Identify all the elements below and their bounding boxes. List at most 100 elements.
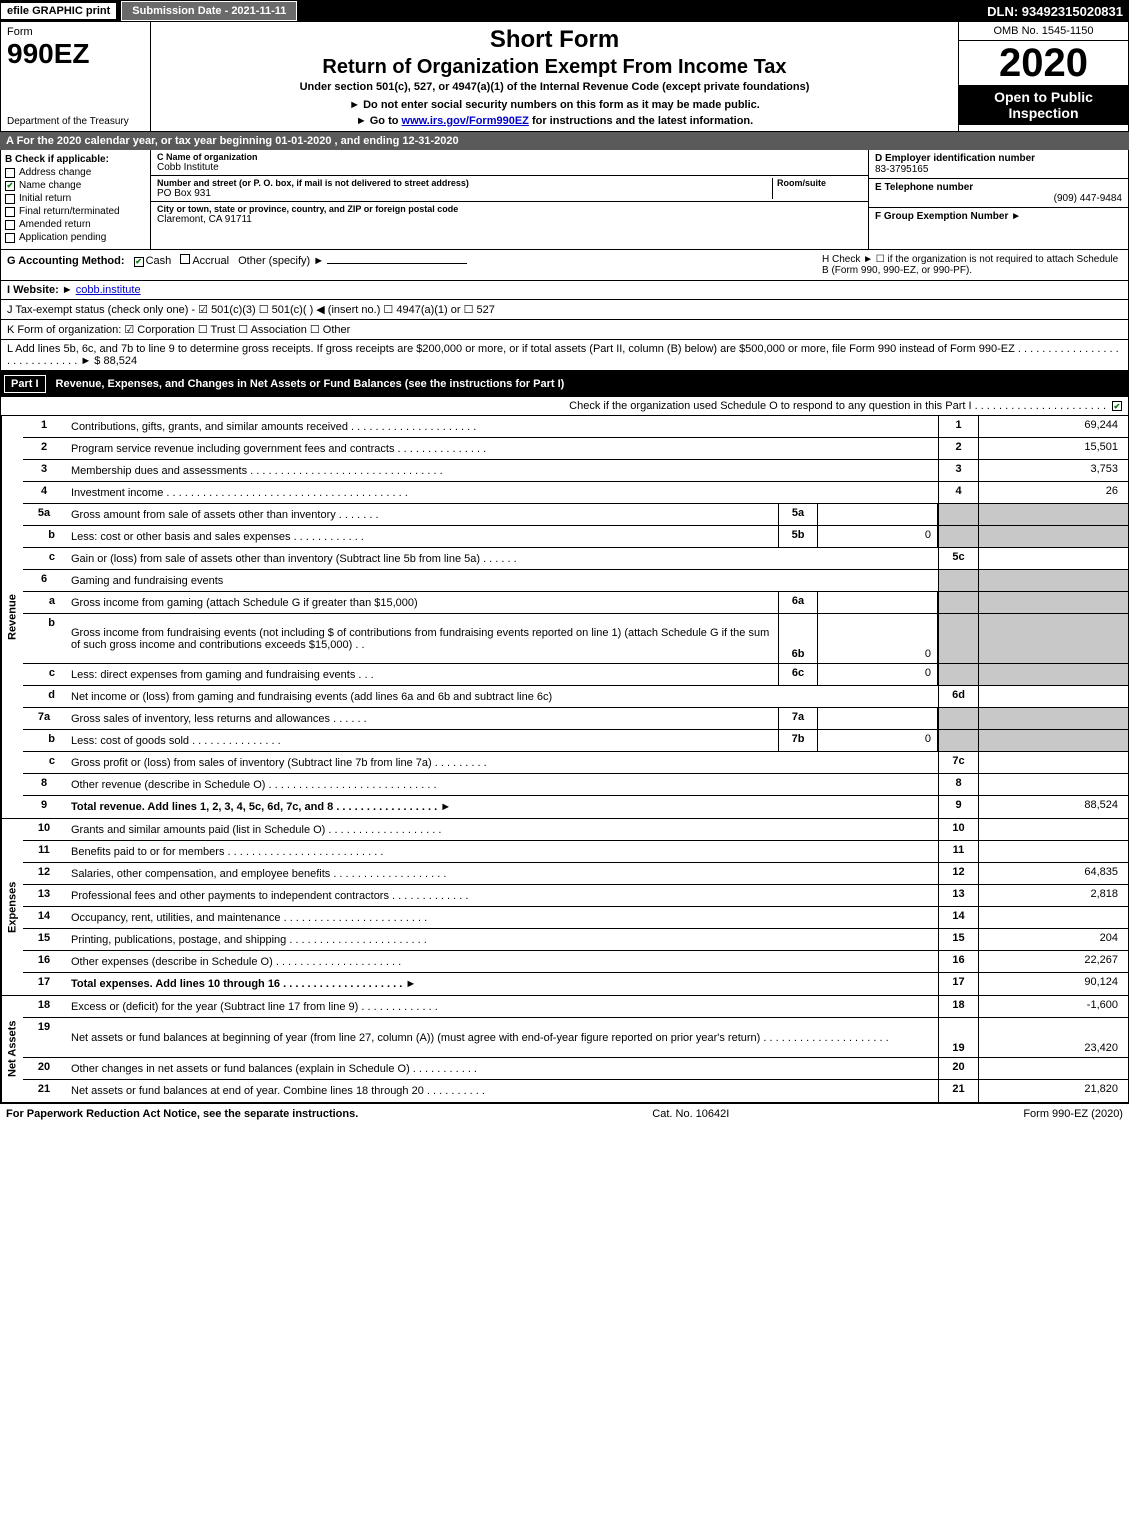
g5a	[938, 504, 978, 525]
d5a: Gross amount from sale of assets other t…	[65, 504, 778, 525]
part-1-header: Part I Revenue, Expenses, and Changes in…	[0, 371, 1129, 397]
part-1-title: Revenue, Expenses, and Changes in Net As…	[56, 378, 565, 390]
rv12: 64,835	[978, 863, 1128, 884]
g6b	[938, 614, 978, 663]
d4: Investment income . . . . . . . . . . . …	[65, 482, 938, 503]
rv1: 69,244	[978, 416, 1128, 437]
n11: 11	[23, 841, 65, 862]
b-title: B Check if applicable:	[5, 154, 146, 165]
rv7c	[978, 752, 1128, 773]
h-text: H Check ► ☐ if the organization is not r…	[822, 254, 1122, 276]
d12: Salaries, other compensation, and employ…	[65, 863, 938, 884]
mv7a	[818, 708, 938, 729]
n8: 8	[23, 774, 65, 795]
chk-final-return[interactable]	[5, 207, 15, 217]
d5c: Gain or (loss) from sale of assets other…	[65, 548, 938, 569]
chk-cash[interactable]	[134, 257, 144, 267]
chk-amended[interactable]	[5, 220, 15, 230]
rv20	[978, 1058, 1128, 1079]
chk-initial-return[interactable]	[5, 194, 15, 204]
d3: Membership dues and assessments . . . . …	[65, 460, 938, 481]
mn5a: 5a	[778, 504, 818, 525]
rn6d: 6d	[938, 686, 978, 707]
d7a: Gross sales of inventory, less returns a…	[65, 708, 778, 729]
gv5a	[978, 504, 1128, 525]
rn7c: 7c	[938, 752, 978, 773]
d19: Net assets or fund balances at beginning…	[65, 1018, 938, 1057]
d16: Other expenses (describe in Schedule O) …	[65, 951, 938, 972]
c-city-lbl: City or town, state or province, country…	[157, 204, 862, 214]
rn3: 3	[938, 460, 978, 481]
rn13: 13	[938, 885, 978, 906]
header-middle: Short Form Return of Organization Exempt…	[151, 22, 958, 131]
rv3: 3,753	[978, 460, 1128, 481]
header-left: Form 990EZ Department of the Treasury	[1, 22, 151, 131]
website-link[interactable]: cobb.institute	[76, 284, 141, 296]
rv2: 15,501	[978, 438, 1128, 459]
chk-address-change[interactable]	[5, 168, 15, 178]
rn20: 20	[938, 1058, 978, 1079]
rn12: 12	[938, 863, 978, 884]
n5b: b	[23, 526, 65, 547]
g6c	[938, 664, 978, 685]
n17: 17	[23, 973, 65, 995]
rn18: 18	[938, 996, 978, 1017]
n6a: a	[23, 592, 65, 613]
top-bar: efile GRAPHIC print Submission Date - 20…	[0, 0, 1129, 22]
n21: 21	[23, 1080, 65, 1102]
rn16: 16	[938, 951, 978, 972]
rn21: 21	[938, 1080, 978, 1102]
mv7b: 0	[818, 730, 938, 751]
rv9: 88,524	[978, 796, 1128, 818]
ein-value: 83-3795165	[875, 164, 1122, 175]
rn5c: 5c	[938, 548, 978, 569]
irs-link[interactable]: www.irs.gov/Form990EZ	[402, 115, 529, 127]
d2: Program service revenue including govern…	[65, 438, 938, 459]
d6d: Net income or (loss) from gaming and fun…	[65, 686, 938, 707]
header-right: OMB No. 1545-1150 2020 Open to Public In…	[958, 22, 1128, 131]
n5a: 5a	[23, 504, 65, 525]
d-lbl: D Employer identification number	[875, 153, 1122, 164]
d6: Gaming and fundraising events	[65, 570, 938, 591]
n12: 12	[23, 863, 65, 884]
mv5a	[818, 504, 938, 525]
gv6c	[978, 664, 1128, 685]
chk-app-pending[interactable]	[5, 233, 15, 243]
g6a	[938, 592, 978, 613]
d17: Total expenses. Add lines 10 through 16 …	[65, 973, 938, 995]
n1: 1	[23, 416, 65, 437]
rn8: 8	[938, 774, 978, 795]
under-section: Under section 501(c), 527, or 4947(a)(1)…	[159, 81, 950, 93]
chk-schedule-o[interactable]	[1112, 401, 1122, 411]
goto-pre: ► Go to	[356, 115, 402, 127]
org-name: Cobb Institute	[157, 162, 862, 173]
lbl-address-change: Address change	[19, 167, 91, 178]
n6c: c	[23, 664, 65, 685]
gv6a	[978, 592, 1128, 613]
part-1-check-text: Check if the organization used Schedule …	[569, 400, 1106, 412]
open-public: Open to Public Inspection	[959, 85, 1128, 125]
room-lbl: Room/suite	[777, 178, 826, 188]
chk-name-change[interactable]	[5, 181, 15, 191]
mv5b: 0	[818, 526, 938, 547]
g-accrual: Accrual	[192, 255, 229, 267]
goto-post: for instructions and the latest informat…	[529, 115, 753, 127]
gv6b	[978, 614, 1128, 663]
rn9: 9	[938, 796, 978, 818]
part-1-check-row: Check if the organization used Schedule …	[0, 397, 1129, 416]
mv6a	[818, 592, 938, 613]
lbl-amended: Amended return	[19, 219, 91, 230]
d13: Professional fees and other payments to …	[65, 885, 938, 906]
row-i: I Website: ► cobb.institute	[0, 281, 1129, 300]
side-revenue: Revenue	[1, 416, 23, 818]
form-number: 990EZ	[7, 38, 144, 70]
n13: 13	[23, 885, 65, 906]
d20: Other changes in net assets or fund bala…	[65, 1058, 938, 1079]
row-l: L Add lines 5b, 6c, and 7b to line 9 to …	[0, 340, 1129, 371]
efile-print-button[interactable]: efile GRAPHIC print	[0, 2, 117, 20]
n2: 2	[23, 438, 65, 459]
c-addr-lbl: Number and street (or P. O. box, if mail…	[157, 178, 772, 188]
chk-accrual[interactable]	[180, 254, 190, 264]
d7c: Gross profit or (loss) from sales of inv…	[65, 752, 938, 773]
rv15: 204	[978, 929, 1128, 950]
